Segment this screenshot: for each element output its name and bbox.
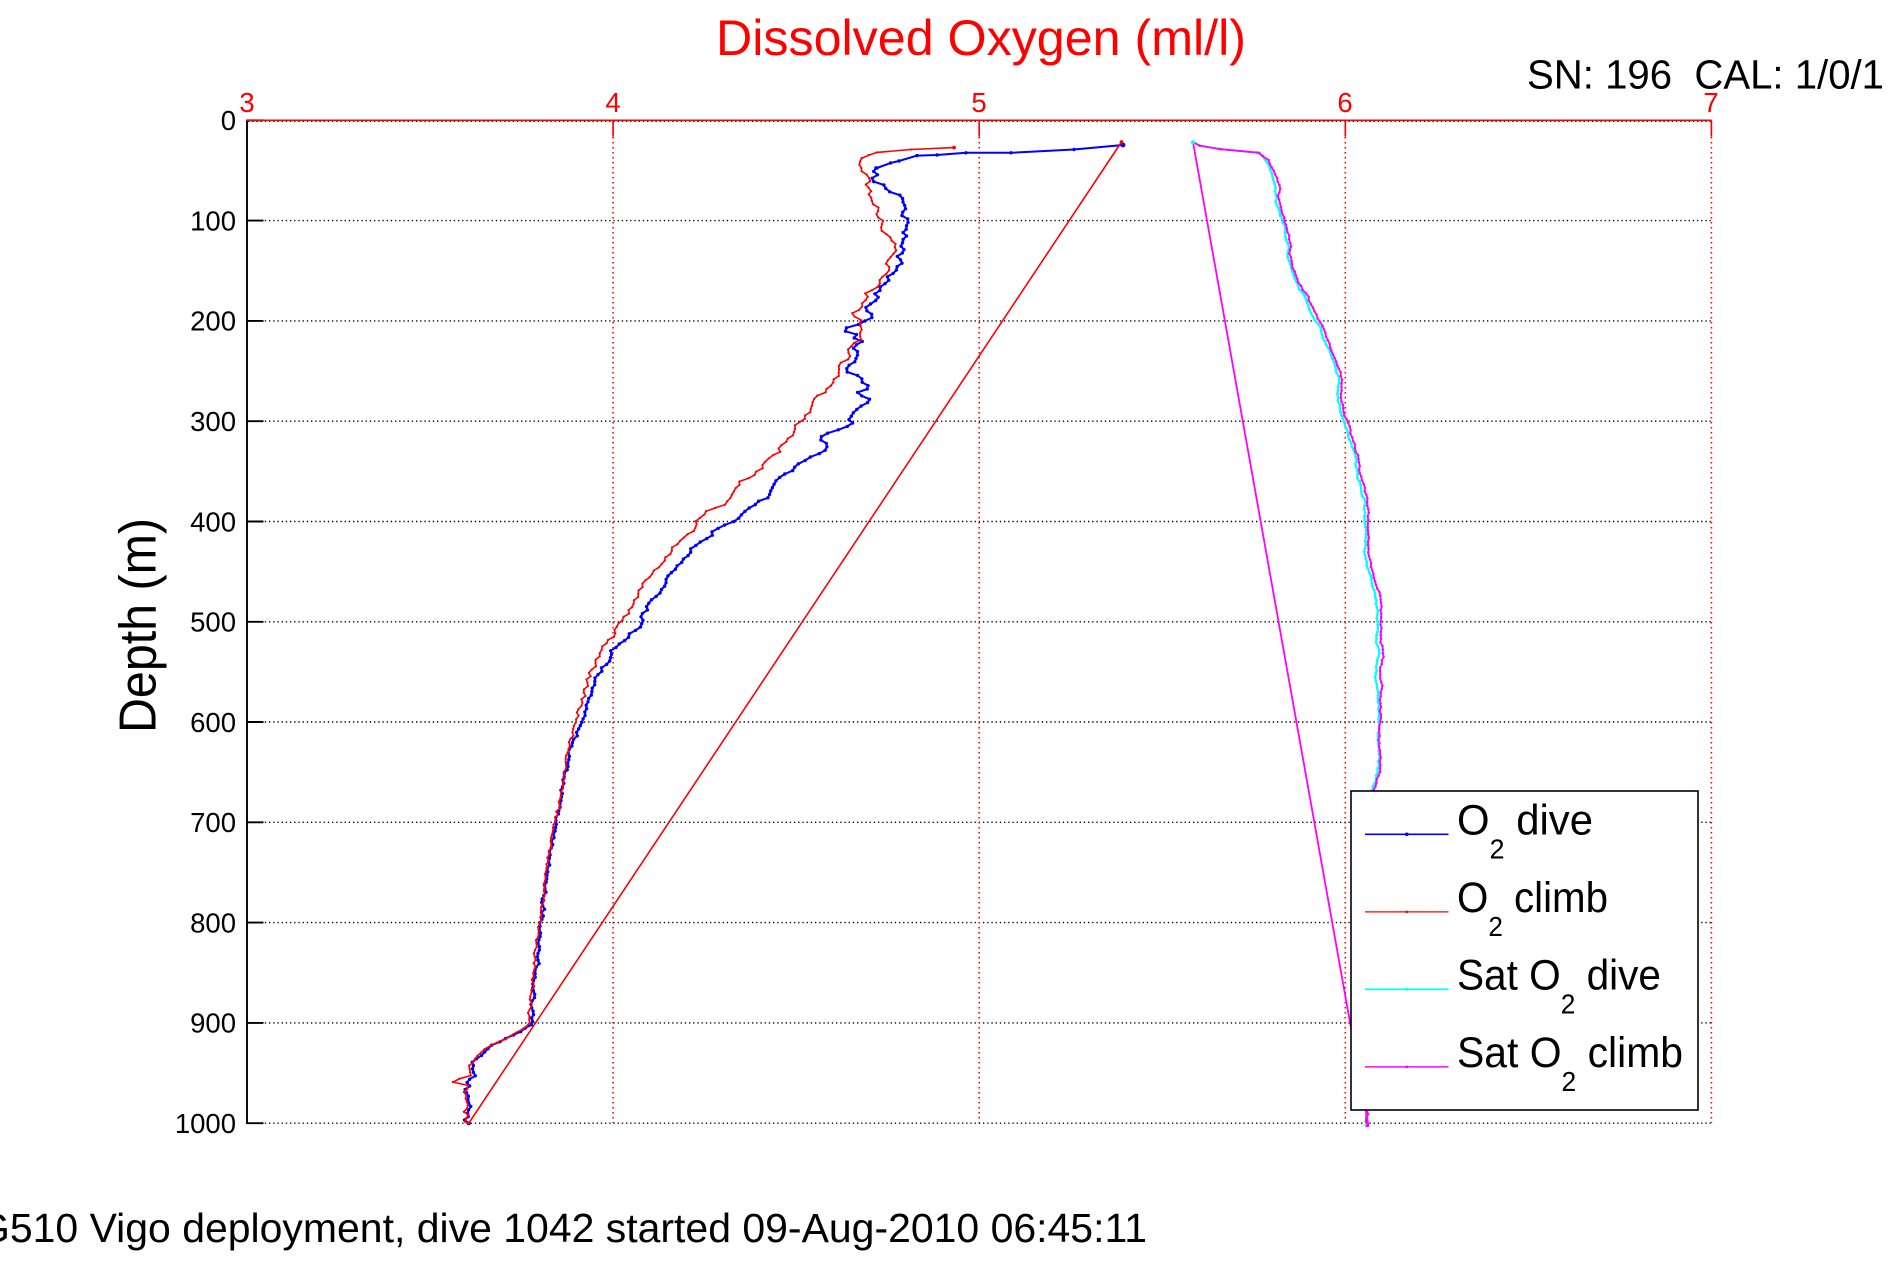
svg-text:200: 200 [190, 306, 236, 337]
svg-text:100: 100 [190, 205, 236, 236]
svg-text:SN: 196 CAL: 1/0/1: SN: 196 CAL: 1/0/1 [1527, 51, 1884, 97]
svg-text:Depth (m): Depth (m) [110, 518, 168, 733]
svg-text:Dissolved Oxygen (ml/l): Dissolved Oxygen (ml/l) [716, 9, 1246, 66]
svg-text:6: 6 [1337, 87, 1352, 118]
svg-text:4: 4 [605, 87, 620, 118]
svg-text:G510 Vigo deployment, dive 104: G510 Vigo deployment, dive 1042 started … [0, 1205, 1147, 1251]
svg-text:7: 7 [1703, 87, 1718, 118]
svg-text:700: 700 [190, 807, 236, 838]
svg-text:600: 600 [190, 707, 236, 738]
svg-text:0: 0 [221, 105, 236, 136]
svg-text:5: 5 [971, 87, 986, 118]
svg-text:300: 300 [190, 406, 236, 437]
svg-text:500: 500 [190, 607, 236, 638]
svg-text:3: 3 [239, 87, 254, 118]
svg-text:1000: 1000 [175, 1108, 236, 1139]
svg-text:800: 800 [190, 907, 236, 938]
svg-text:400: 400 [190, 506, 236, 537]
svg-text:900: 900 [190, 1008, 236, 1039]
